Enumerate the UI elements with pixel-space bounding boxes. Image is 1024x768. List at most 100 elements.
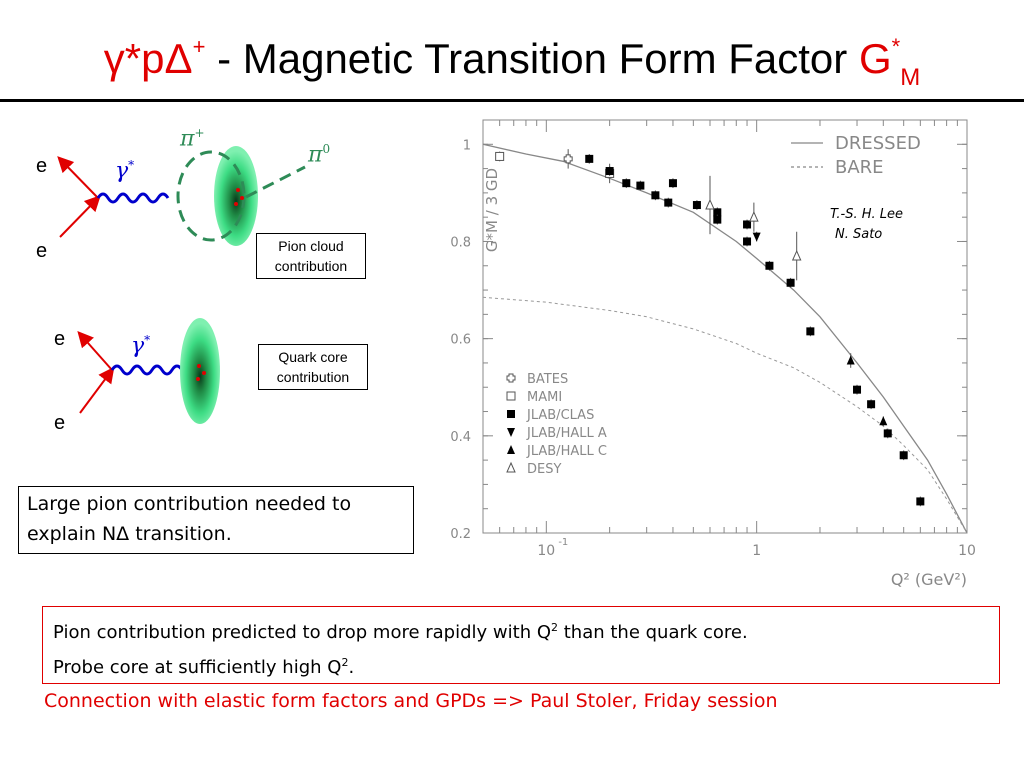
- photon-wave: [110, 364, 194, 376]
- data-point: [867, 400, 876, 409]
- chart-points: [495, 149, 925, 507]
- data-point: [883, 429, 892, 438]
- gamma-star-label: γ*: [115, 158, 135, 184]
- data-point: [743, 237, 752, 246]
- plot-frame: [482, 119, 968, 534]
- x-tick-exponent: -1: [558, 537, 568, 548]
- title-gamma-p-delta: γ*pΔ: [103, 35, 193, 82]
- data-point: [749, 210, 759, 222]
- data-point: [752, 232, 761, 242]
- title-m-subscript: M: [900, 64, 921, 91]
- quark-dot: [197, 364, 201, 368]
- data-point: [743, 220, 752, 229]
- data-point: [879, 416, 888, 426]
- pion-cloud-box: Pion cloud contribution: [256, 233, 366, 279]
- legend-curve-label: DRESSED: [835, 133, 921, 154]
- y-tick-label: 0.4: [450, 430, 471, 445]
- x-tick-label: 10: [958, 543, 976, 559]
- data-point: [636, 181, 645, 190]
- quark-dot: [236, 188, 240, 192]
- electron-label: e: [36, 240, 48, 262]
- legend-label: DESY: [527, 462, 561, 477]
- data-point: [664, 198, 673, 207]
- title-star: *: [891, 34, 901, 59]
- electron-label: e: [54, 328, 66, 350]
- data-point: [899, 451, 908, 460]
- title-text: - Magnetic Transition Form Factor: [205, 35, 859, 82]
- annotation-line: T.-S. H. Lee: [830, 207, 903, 222]
- legend-label: BATES: [527, 372, 568, 387]
- data-point: [806, 327, 815, 336]
- pi-zero-label: π0: [308, 142, 331, 168]
- y-axis-label: G*M / 3 GD: [483, 168, 501, 252]
- data-point: [692, 201, 701, 210]
- legend-label: MAMI: [527, 390, 562, 405]
- data-point: [916, 497, 925, 506]
- curve-bare: [482, 296, 968, 534]
- x-tick-label: 1: [752, 543, 761, 559]
- pion-note-box: Large pion contribution needed to explai…: [18, 486, 414, 554]
- outgoing-electron-line: [77, 331, 113, 371]
- legend-marker: [506, 461, 516, 473]
- data-point: [765, 261, 774, 270]
- nucleon-blob: [214, 146, 258, 246]
- y-tick-label: 0.2: [450, 527, 471, 542]
- curve-dressed: [482, 143, 968, 534]
- pion-cloud-loop: [176, 150, 246, 242]
- quark-dot: [202, 371, 206, 375]
- data-point: [791, 249, 802, 261]
- nucleon-blob: [180, 318, 220, 424]
- legend-curve-label: BARE: [835, 157, 884, 178]
- pi-zero-line: [245, 165, 306, 199]
- data-point: [585, 154, 594, 163]
- x-axis-label: Q² (GeV²): [891, 570, 967, 589]
- legend-label: JLAB/CLAS: [526, 408, 594, 423]
- incoming-electron-line: [59, 195, 101, 238]
- prediction-box: Pion contribution predicted to drop more…: [42, 606, 1000, 684]
- outgoing-electron-line: [57, 156, 99, 199]
- legend-marker: [507, 428, 515, 437]
- legend-label: JLAB/HALL C: [526, 444, 607, 459]
- legend-marker: [507, 445, 515, 454]
- y-tick-label: 1: [463, 138, 471, 153]
- quark-dot: [196, 377, 200, 381]
- footer-note: Connection with elastic form factors and…: [44, 690, 778, 712]
- quark-dot: [240, 196, 244, 200]
- data-point: [705, 198, 715, 210]
- title-rule: [0, 99, 1024, 102]
- data-point: [853, 385, 862, 394]
- title-g: G: [858, 35, 892, 82]
- data-point: [651, 191, 660, 200]
- data-point: [846, 355, 855, 365]
- diagram-svg: [57, 146, 306, 424]
- chart-curves: [482, 143, 968, 534]
- data-point: [622, 179, 631, 188]
- legend-label: JLAB/HALL A: [526, 426, 607, 441]
- electron-label: e: [54, 412, 66, 434]
- quark-dot: [234, 202, 238, 206]
- gamma-star-label: γ*: [131, 333, 151, 359]
- photon-wave: [96, 192, 170, 204]
- electron-label: e: [36, 155, 48, 177]
- title-plus-superscript: +: [192, 34, 206, 59]
- pi-plus-label: π+: [180, 126, 205, 152]
- data-point: [495, 151, 505, 161]
- incoming-electron-line: [79, 366, 115, 414]
- y-tick-label: 0.8: [450, 235, 471, 250]
- slide-title: γ*pΔ+ - Magnetic Transition Form Factor …: [0, 35, 1024, 90]
- annotation-line: N. Sato: [835, 227, 882, 242]
- data-point: [713, 215, 722, 224]
- legend-marker: [506, 373, 516, 383]
- data-point: [786, 278, 795, 287]
- quark-core-box: Quark core contribution: [258, 344, 368, 390]
- data-point: [605, 167, 614, 176]
- data-point: [668, 179, 677, 188]
- data-point: [563, 154, 573, 164]
- legend-marker: [506, 391, 516, 401]
- data-point: [713, 208, 722, 217]
- legend-marker: [507, 410, 515, 418]
- y-tick-label: 0.6: [450, 333, 471, 348]
- chart-legend: BATES MAMI JLAB/CLAS JLAB/HALL A JLAB/HALL C…: [506, 133, 921, 477]
